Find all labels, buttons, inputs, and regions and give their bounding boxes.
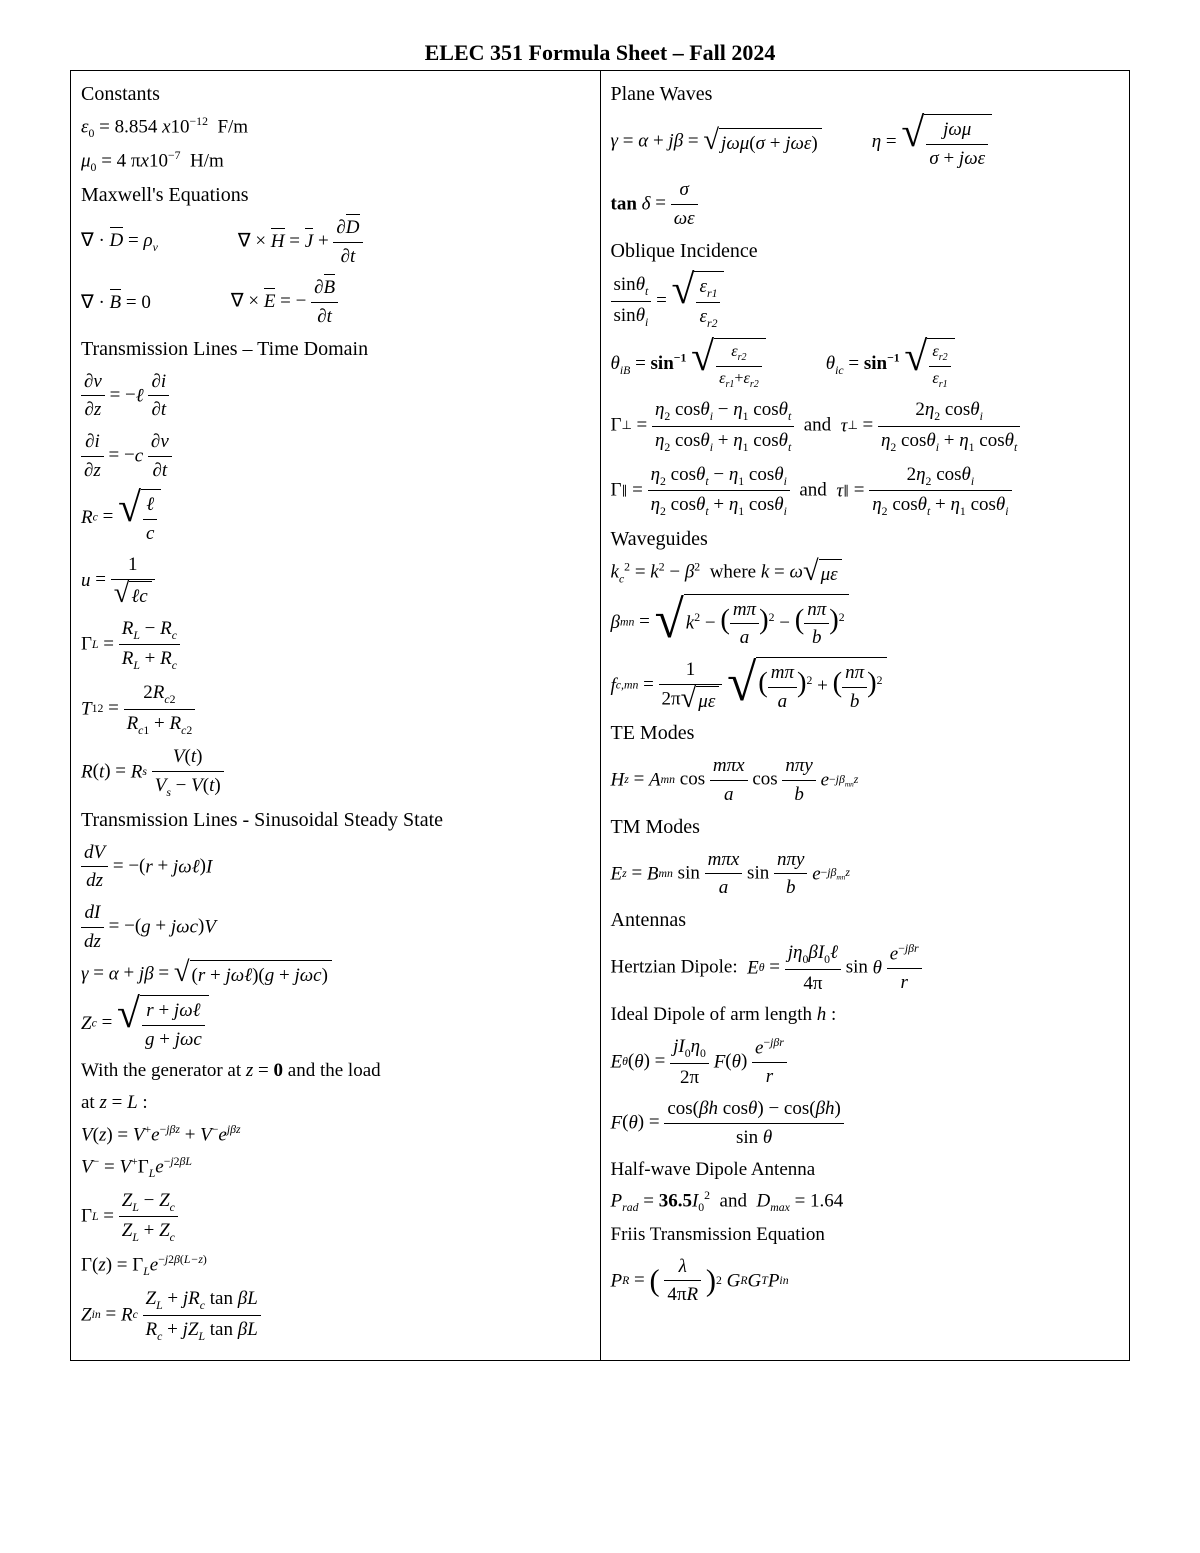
left-column: Constants ε0 = 8.854 x10−12 F/m μ0 = 4 π… [71,71,601,1360]
heading-waveguides: Waveguides [611,526,1120,553]
formula-dvdz: ∂v∂z = −ℓ ∂i∂t [81,369,590,423]
heading-antennas: Antennas [611,907,1120,934]
formula-gamma-par: Γ∥ = η2 cosθt − η1 cosθi η2 cosθt + η1 c… [611,462,1120,520]
formula-fcmn: fc,mn = 12π√με √ (mπa)2 + (nπb)2 [611,657,1120,714]
text-generator-line2: at z = L : [81,1090,590,1116]
formula-gamma-z: Γ(z) = ΓLe−j2β(L−z) [81,1252,590,1280]
formula-betamn: βmn = √ k2 − (mπa)2 − (nπb)2 [611,594,1120,651]
text-ideal-dipole: Ideal Dipole of arm length h : [611,1002,1120,1028]
formula-u: u = 1 √ℓc [81,552,590,609]
page-title: ELEC 351 Formula Sheet – Fall 2024 [70,40,1130,66]
formula-didz: ∂i∂z = −c ∂v∂t [81,429,590,483]
formula-maxwell-row1: ∇ · D = ρv ∇ × H = J + ∂D∂t [81,215,590,269]
formula-dVdz: dVdz = −(r + jωℓ)I [81,840,590,894]
formula-gamma-l-ss: ΓL = ZL − Zc ZL + Zc [81,1188,590,1246]
heading-tl-time: Transmission Lines – Time Domain [81,336,590,363]
formula-rc: Rc = √ ℓc [81,489,590,546]
formula-halfwave-values: Prad = 36.5I02 and Dmax = 1.64 [611,1188,1120,1216]
formula-snell: sinθtsinθi = √ εr1εr2 [611,271,1120,332]
formula-t12: T12 = 2Rc2 Rc1 + Rc2 [81,680,590,738]
formula-tandelta: tan δ = σωε [611,177,1120,231]
formula-kc: kc2 = k2 − β2 where k = ω√με [611,559,1120,588]
formula-gamma-l-time: ΓL = RL − Rc RL + Rc [81,616,590,674]
formula-zin: Zin = Rc ZL + jRc tan βL Rc + jZL tan βL [81,1286,590,1344]
heading-constants: Constants [81,81,590,108]
formula-ez-tm: Ez = Bmn sin mπxa sin nπyb e−jβmnz [611,847,1120,901]
formula-rt: R(t) = Rs V(t) Vs − V(t) [81,744,590,800]
text-generator-line1: With the generator at z = 0 and the load [81,1058,590,1084]
formula-gamma-perp: Γ⊥ = η2 cosθi − η1 cosθt η2 cosθi + η1 c… [611,397,1120,455]
formula-hertzian: Hertzian Dipole: Eθ = jη0βI0ℓ 4π sin θ e… [611,940,1120,996]
formula-maxwell-row2: ∇ · B = 0 ∇ × E = − ∂B∂t [81,275,590,329]
heading-tm-modes: TM Modes [611,814,1120,841]
formula-gamma-ss: γ = α + jβ = √(r + jωℓ)(g + jωc) [81,960,590,989]
formula-ftheta: F(θ) = cos(βh cosθ) − cos(βh) sin θ [611,1096,1120,1150]
formula-brewster-critical: θiB = sin−1 √ εr2εr1+εr2 θic = sin−1 √ ε… [611,338,1120,391]
formula-plane-gamma-eta: γ = α + jβ = √jωμ(σ + jωε) η = √ jωμ σ +… [611,114,1120,171]
formula-vminus: V− = V+ΓLe−j2βL [81,1154,590,1182]
formula-ideal-dipole-e: Eθ(θ) = jI0η0 2π F(θ) e−jβr r [611,1034,1120,1090]
page: ELEC 351 Formula Sheet – Fall 2024 Const… [0,0,1200,1553]
heading-oblique: Oblique Incidence [611,238,1120,265]
formula-zc: Zc = √ r + jωℓ g + jωc [81,995,590,1052]
text-halfwave: Half-wave Dipole Antenna [611,1157,1120,1183]
formula-eps0: ε0 = 8.854 x10−12 F/m [81,114,590,142]
text-friis: Friis Transmission Equation [611,1222,1120,1248]
formula-hz-te: Hz = Amn cos mπxa cos nπyb e−jβmnz [611,753,1120,807]
formula-dIdz: dIdz = −(g + jωc)V [81,900,590,954]
formula-vz: V(z) = V+e−jβz + V−ejβz [81,1122,590,1148]
formula-sheet-table: Constants ε0 = 8.854 x10−12 F/m μ0 = 4 π… [70,70,1130,1361]
formula-mu0: μ0 = 4 πx10−7 H/m [81,148,590,176]
heading-maxwell: Maxwell's Equations [81,182,590,209]
heading-te-modes: TE Modes [611,720,1120,747]
heading-plane-waves: Plane Waves [611,81,1120,108]
heading-tl-ss: Transmission Lines - Sinusoidal Steady S… [81,807,590,834]
right-column: Plane Waves γ = α + jβ = √jωμ(σ + jωε) η… [601,71,1130,1360]
formula-friis: PR = ( λ4πR )2 GRGTPin [611,1254,1120,1308]
